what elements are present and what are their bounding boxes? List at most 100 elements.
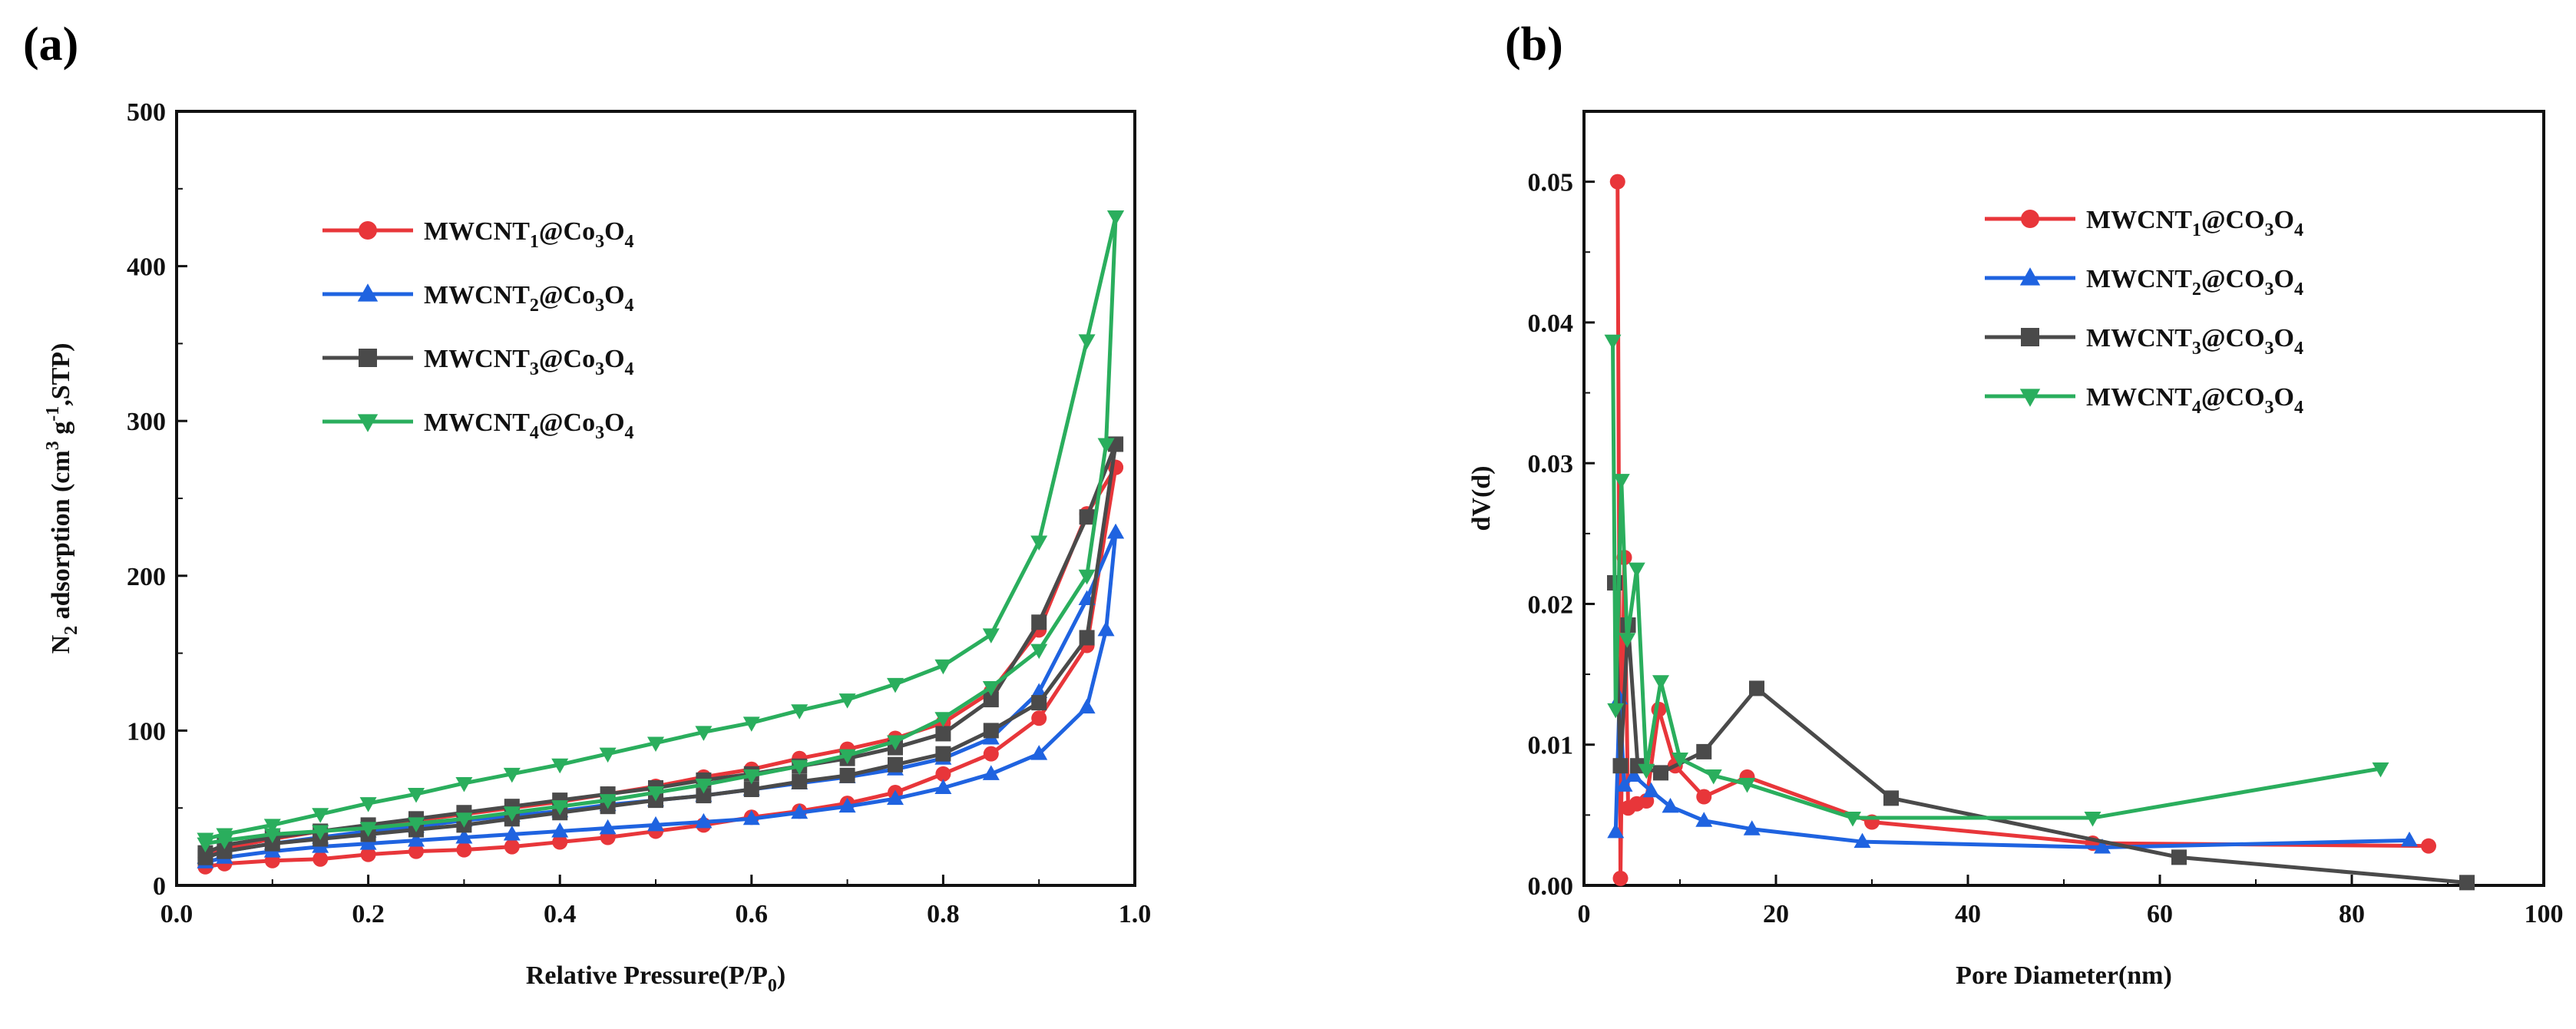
data-point [695,726,713,741]
data-point [599,794,617,809]
chart-b-frame [1582,110,2545,887]
series-MWCNT4@Co3O4 [197,210,1125,853]
data-point [1604,334,1622,350]
data-point [1738,778,1756,793]
chart-a-ylabel: N2 adsorption (cm3 g-1,STP) [43,343,81,654]
data-point [359,835,377,850]
data-point [743,782,759,798]
data-point [935,746,951,762]
data-point [551,800,569,816]
data-point [1638,763,1655,779]
series-MWCNT3@Co3O4 [197,436,1124,865]
chart-a-ticks: 0.0 0.2 0.4 0.6 0.8 1.0 0 100 200 300 400 500 [127,98,1151,928]
chart-b-series [1604,174,2475,891]
y-tick-label: 0.00 [1528,872,1574,901]
data-point [216,828,233,843]
chart-b-legend: MWCNT1@CO3O4 MWCNT2@CO3O4 MWCNT3@CO3O4 MWCN… [1985,206,2303,418]
y-tick-label: 0.03 [1528,450,1574,478]
legend-label: MWCNT1@Co3O4 [424,217,634,252]
series-line [1615,181,2429,878]
data-point [934,659,952,675]
data-point [1107,523,1125,539]
data-point [1097,620,1115,637]
y-tick-label: 400 [127,253,166,282]
data-point [1743,820,1761,835]
data-point [504,839,520,855]
x-tick-label: 40 [1955,900,1981,928]
chart-a-xlabel: Relative Pressure(P/P0) [526,961,785,996]
legend-marker [2019,389,2041,407]
data-point [1615,776,1633,792]
chart-a: 0.0 0.2 0.4 0.6 0.8 1.0 0 100 200 300 400 500 Relat… [43,98,1151,996]
data-point [696,788,712,804]
data-point [935,766,951,782]
data-point [934,779,952,794]
data-point [197,832,214,849]
legend-item: MWCNT2@CO3O4 [1985,265,2303,299]
chart-b-ylabel: dV(d) [1467,465,1496,531]
data-point [456,842,472,858]
legend-item: MWCNT1@Co3O4 [322,217,634,252]
data-point [503,806,521,822]
x-tick-label: 100 [2525,900,2564,928]
data-point [838,693,856,709]
data-point [2372,762,2389,778]
data-point [359,822,377,837]
data-point [599,747,617,763]
data-point [1030,535,1048,551]
series-MWCNT2@CO3O4 [1607,689,2418,854]
data-point [791,803,809,819]
legend-label: MWCNT4@CO3O4 [2086,383,2303,418]
data-point [1031,695,1047,711]
x-tick-label: 80 [2339,900,2365,928]
data-point [1078,334,1096,349]
data-point [888,756,903,773]
data-point [1031,710,1047,726]
data-point [1749,680,1764,696]
series-MWCNT2@Co3O4 [197,523,1125,869]
data-point [408,817,425,832]
data-point [408,832,425,847]
series-line [205,216,1118,846]
legend-label: MWCNT3@CO3O4 [2086,324,2303,359]
data-point [742,809,760,826]
data-point [2401,831,2418,847]
data-point [360,846,376,862]
data-point [408,843,424,859]
x-tick-label: 60 [2147,900,2173,928]
data-point [647,816,664,832]
data-point [312,808,329,823]
x-tick-label: 0 [1578,900,1591,928]
data-point [359,797,377,812]
data-point [263,828,281,843]
data-point [887,735,904,751]
data-point [1653,765,1668,781]
series-line [204,532,1118,865]
data-point [2084,812,2101,827]
data-point [2171,849,2187,865]
chart-b: 0 20 40 60 80 100 0.00 0.01 0.02 0.03 0.04 0.05 Por… [1467,110,2564,990]
data-point [982,628,1000,644]
chart-b-ticks: 0 20 40 60 80 100 0.00 0.01 0.02 0.03 0.04 0.05 [1528,169,2564,928]
data-point [197,845,213,861]
x-tick-label: 0.0 [160,900,193,928]
legend-label: MWCNT1@CO3O4 [2086,206,2303,240]
data-point [2459,875,2475,891]
data-point [552,834,568,850]
data-point [647,736,664,753]
data-point [1625,766,1642,783]
legend-item: MWCNT3@CO3O4 [1985,324,2303,359]
data-point [1696,789,1712,805]
series-line [204,216,1118,841]
legend-marker [2021,328,2039,346]
chart-a-legend: MWCNT1@Co3O4 MWCNT2@Co3O4 MWCNT3@Co3O4 MWCN… [322,217,634,443]
data-point [1079,509,1095,525]
data-point [1078,569,1096,585]
legend-label: MWCNT3@Co3O4 [424,345,634,379]
data-point [1705,769,1722,785]
y-tick-label: 300 [127,408,166,436]
data-point [887,789,904,806]
data-point [1628,562,1645,578]
y-tick-label: 0.02 [1528,591,1574,619]
data-point [2421,838,2436,854]
